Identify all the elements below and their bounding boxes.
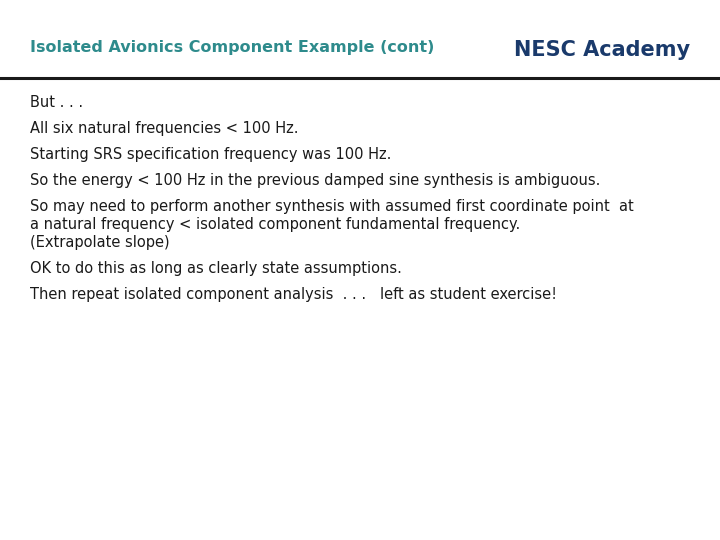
Text: So may need to perform another synthesis with assumed first coordinate point  at: So may need to perform another synthesis… [30,199,634,214]
Text: OK to do this as long as clearly state assumptions.: OK to do this as long as clearly state a… [30,261,402,276]
Text: Isolated Avionics Component Example (cont): Isolated Avionics Component Example (con… [30,40,434,55]
Text: So the energy < 100 Hz in the previous damped sine synthesis is ambiguous.: So the energy < 100 Hz in the previous d… [30,173,600,188]
Text: NESC Academy: NESC Academy [514,40,690,60]
Text: But . . .: But . . . [30,95,83,110]
Text: Then repeat isolated component analysis  . . .   left as student exercise!: Then repeat isolated component analysis … [30,287,557,302]
Text: Starting SRS specification frequency was 100 Hz.: Starting SRS specification frequency was… [30,147,392,162]
Text: All six natural frequencies < 100 Hz.: All six natural frequencies < 100 Hz. [30,121,299,136]
Text: (Extrapolate slope): (Extrapolate slope) [30,235,170,250]
Text: a natural frequency < isolated component fundamental frequency.: a natural frequency < isolated component… [30,217,521,232]
